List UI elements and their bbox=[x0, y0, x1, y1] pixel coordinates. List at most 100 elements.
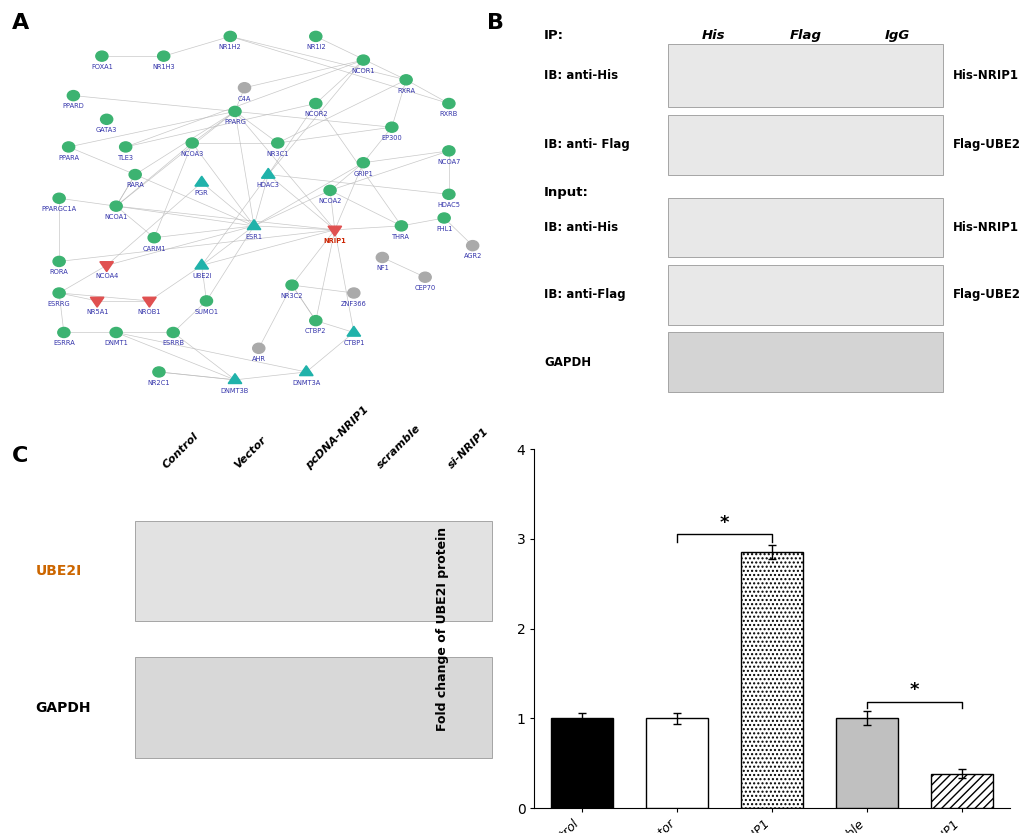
Bar bbox=[766, 380, 843, 381]
Text: HDAC5: HDAC5 bbox=[437, 202, 460, 208]
Text: PPARD: PPARD bbox=[62, 103, 85, 109]
Bar bbox=[148, 596, 194, 597]
Bar bbox=[148, 736, 194, 737]
Bar bbox=[432, 597, 479, 598]
Bar bbox=[768, 244, 841, 245]
Bar bbox=[432, 596, 479, 598]
Bar bbox=[290, 596, 336, 598]
Bar bbox=[361, 735, 408, 736]
Bar bbox=[290, 736, 336, 737]
Bar bbox=[148, 597, 194, 598]
Bar bbox=[861, 245, 932, 246]
Bar bbox=[768, 244, 841, 245]
Bar bbox=[768, 244, 841, 245]
Bar bbox=[148, 736, 194, 737]
Bar bbox=[432, 596, 479, 598]
Bar bbox=[219, 597, 265, 598]
Bar bbox=[861, 244, 932, 245]
Bar bbox=[432, 735, 479, 736]
Bar bbox=[219, 596, 265, 598]
Bar bbox=[675, 93, 751, 94]
Text: C: C bbox=[11, 446, 28, 466]
Bar bbox=[148, 735, 194, 736]
Circle shape bbox=[53, 288, 65, 298]
Bar bbox=[290, 736, 336, 737]
Bar bbox=[219, 736, 265, 737]
Polygon shape bbox=[100, 262, 113, 272]
Bar bbox=[219, 735, 265, 736]
Bar bbox=[677, 245, 749, 246]
Bar bbox=[432, 597, 479, 599]
Bar bbox=[766, 381, 843, 382]
Bar bbox=[361, 735, 408, 736]
Bar bbox=[675, 380, 751, 382]
Bar bbox=[432, 735, 479, 736]
Bar bbox=[148, 736, 194, 737]
Bar bbox=[361, 736, 408, 737]
Bar bbox=[148, 736, 194, 737]
Bar bbox=[148, 736, 194, 737]
Bar bbox=[768, 245, 841, 246]
Bar bbox=[219, 736, 265, 737]
Bar bbox=[148, 596, 194, 598]
Bar bbox=[290, 597, 336, 599]
Text: C4A: C4A bbox=[237, 96, 251, 102]
Bar bbox=[766, 380, 843, 381]
Circle shape bbox=[310, 98, 322, 108]
Bar bbox=[148, 735, 194, 736]
Bar bbox=[766, 380, 843, 381]
Bar bbox=[148, 736, 194, 737]
Bar bbox=[432, 596, 479, 597]
Bar bbox=[861, 245, 932, 246]
Bar bbox=[858, 381, 935, 382]
Bar bbox=[858, 380, 935, 381]
Text: Flag: Flag bbox=[789, 28, 820, 42]
Text: CARM1: CARM1 bbox=[143, 246, 166, 252]
Bar bbox=[677, 245, 749, 246]
Bar bbox=[361, 597, 408, 598]
Bar bbox=[361, 735, 408, 736]
Bar bbox=[290, 597, 336, 598]
Bar bbox=[219, 596, 265, 598]
Bar bbox=[219, 736, 265, 738]
Bar bbox=[675, 381, 751, 382]
Bar bbox=[675, 380, 751, 381]
Bar bbox=[148, 597, 194, 599]
Bar bbox=[148, 597, 194, 598]
Bar bbox=[290, 597, 336, 599]
Bar bbox=[290, 735, 336, 736]
Bar bbox=[290, 736, 336, 737]
Bar bbox=[677, 311, 749, 312]
Circle shape bbox=[437, 213, 449, 223]
Bar bbox=[675, 380, 751, 381]
Text: NF1: NF1 bbox=[376, 265, 388, 272]
Polygon shape bbox=[195, 259, 208, 269]
Bar bbox=[219, 596, 265, 598]
Bar bbox=[361, 736, 408, 737]
Bar bbox=[675, 380, 751, 381]
Bar bbox=[675, 93, 751, 94]
Bar bbox=[148, 596, 194, 597]
Bar bbox=[766, 380, 843, 381]
Bar bbox=[861, 244, 932, 245]
Bar bbox=[219, 597, 265, 599]
Bar bbox=[861, 244, 932, 245]
Bar bbox=[768, 244, 841, 245]
Bar bbox=[675, 380, 751, 381]
Bar bbox=[677, 244, 749, 245]
Bar bbox=[432, 597, 479, 598]
Bar bbox=[675, 93, 751, 94]
Bar bbox=[768, 245, 841, 246]
Bar bbox=[861, 245, 932, 246]
Bar bbox=[361, 736, 408, 737]
Bar bbox=[148, 736, 194, 737]
Text: NCOA4: NCOA4 bbox=[95, 273, 118, 279]
Bar bbox=[148, 596, 194, 597]
Bar bbox=[768, 244, 841, 245]
Text: si-NRIP1: si-NRIP1 bbox=[446, 426, 490, 471]
Bar bbox=[677, 245, 749, 246]
Bar bbox=[361, 597, 408, 599]
Bar bbox=[432, 735, 479, 736]
Text: His-NRIP1: His-NRIP1 bbox=[952, 69, 1018, 82]
Bar bbox=[861, 311, 932, 312]
